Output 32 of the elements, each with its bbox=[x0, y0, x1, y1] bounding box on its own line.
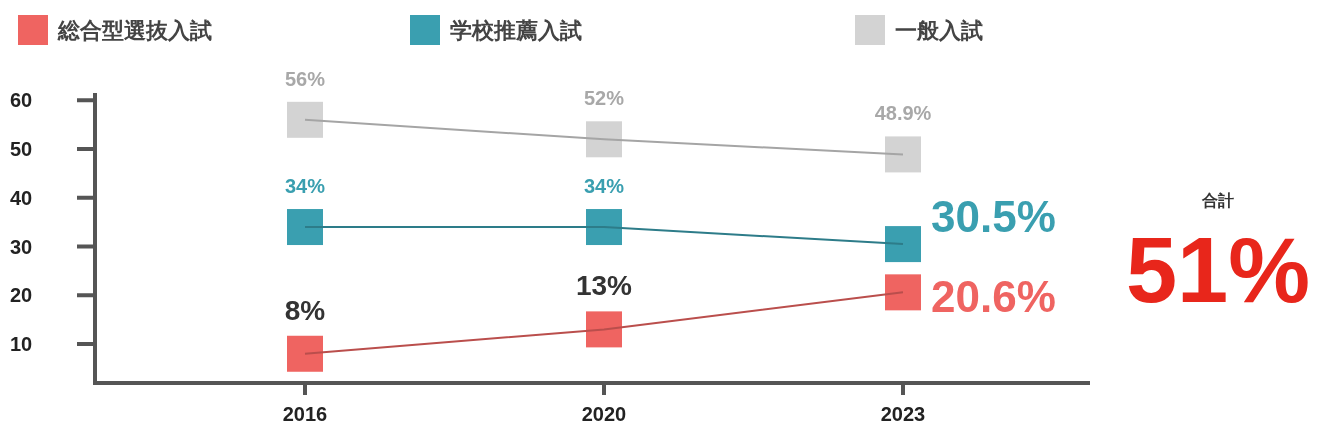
x-tick-label: 2023 bbox=[880, 403, 926, 425]
point bbox=[586, 209, 622, 246]
x-tick-label: 2016 bbox=[282, 403, 328, 425]
y-tick-label: 40 bbox=[10, 186, 33, 209]
point bbox=[885, 274, 921, 311]
point bbox=[586, 121, 622, 158]
data-label: 52% bbox=[583, 87, 625, 110]
data-label: 13% bbox=[575, 270, 633, 302]
point bbox=[885, 226, 921, 263]
data-label: 20.6% bbox=[931, 272, 1056, 322]
point bbox=[586, 311, 622, 348]
point bbox=[287, 209, 323, 246]
data-label: 56% bbox=[284, 67, 326, 90]
y-tick-label: 30 bbox=[10, 235, 33, 258]
y-tick-label: 50 bbox=[10, 138, 33, 161]
data-label: 8% bbox=[284, 294, 326, 326]
x-tick-label: 2020 bbox=[581, 403, 627, 425]
text: 合計 bbox=[1201, 192, 1234, 209]
data-label: 48.9% bbox=[874, 102, 932, 125]
text: 51% bbox=[1125, 219, 1311, 321]
data-label: 34% bbox=[583, 175, 625, 198]
legend-label: 学校推薦入試 bbox=[450, 18, 582, 43]
legend-label: 総合型選抜入試 bbox=[57, 18, 212, 43]
point bbox=[885, 136, 921, 173]
data-label: 30.5% bbox=[931, 192, 1056, 242]
point bbox=[287, 101, 323, 138]
legend-label: 一般入試 bbox=[895, 18, 983, 43]
y-tick-label: 60 bbox=[10, 89, 33, 112]
y-tick-label: 10 bbox=[10, 333, 33, 356]
y-tick-label: 20 bbox=[10, 284, 33, 307]
data-label: 34% bbox=[284, 175, 326, 198]
point bbox=[287, 335, 323, 372]
